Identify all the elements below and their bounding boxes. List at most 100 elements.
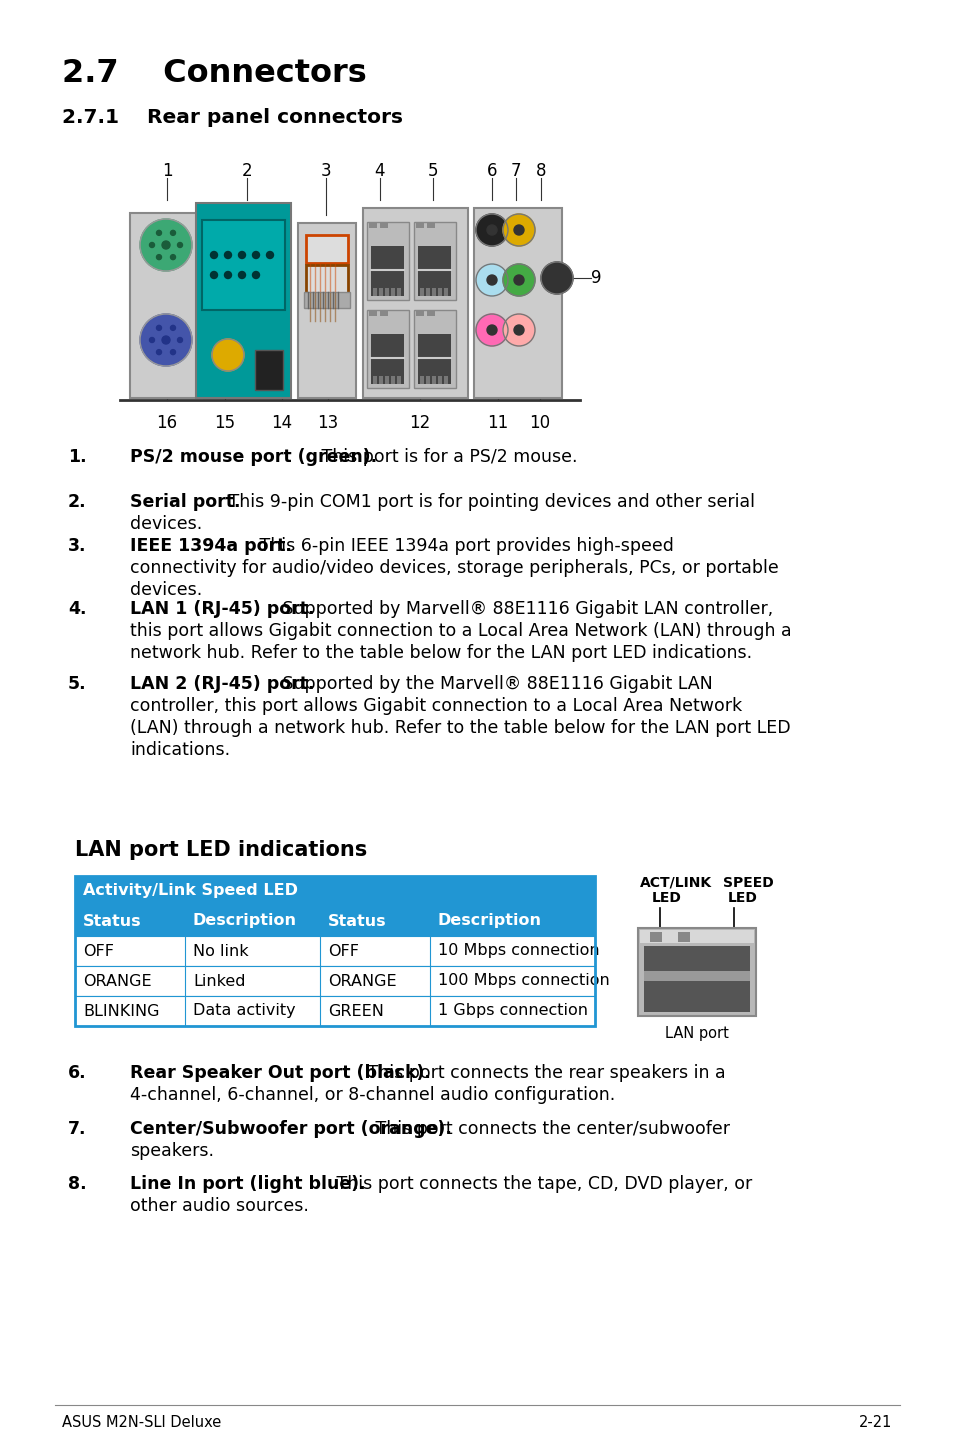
Circle shape: [224, 252, 232, 259]
Text: Status: Status: [83, 913, 141, 929]
Text: 12: 12: [409, 414, 430, 431]
Text: 1: 1: [161, 162, 172, 180]
Text: Description: Description: [437, 913, 541, 929]
Text: 6.: 6.: [68, 1064, 87, 1081]
Text: controller, this port allows Gigabit connection to a Local Area Network: controller, this port allows Gigabit con…: [130, 697, 741, 715]
Bar: [75, 876, 595, 906]
Circle shape: [486, 275, 497, 285]
Text: 15: 15: [214, 414, 235, 431]
Text: ASUS M2N-SLI Deluxe: ASUS M2N-SLI Deluxe: [62, 1415, 221, 1429]
Circle shape: [211, 272, 217, 279]
Text: devices.: devices.: [130, 515, 202, 533]
Text: ORANGE: ORANGE: [83, 974, 152, 988]
Text: connectivity for audio/video devices, storage peripherals, PCs, or portable: connectivity for audio/video devices, st…: [130, 559, 778, 577]
Text: 8.: 8.: [68, 1175, 87, 1194]
Bar: [75, 906, 595, 936]
Text: 4: 4: [375, 162, 385, 180]
Text: 1.: 1.: [68, 449, 87, 466]
Circle shape: [502, 265, 535, 296]
Text: 2-21: 2-21: [858, 1415, 891, 1429]
Text: speakers.: speakers.: [130, 1142, 213, 1160]
Circle shape: [502, 313, 535, 347]
Circle shape: [162, 242, 170, 249]
Text: Rear Speaker Out port (black).: Rear Speaker Out port (black).: [130, 1064, 431, 1081]
Bar: [371, 246, 403, 296]
Bar: [75, 997, 595, 1025]
Bar: [427, 223, 435, 229]
Text: 14: 14: [272, 414, 293, 431]
Circle shape: [177, 338, 182, 342]
Bar: [432, 375, 436, 384]
Text: 6: 6: [486, 162, 497, 180]
Text: 100 Mbps connection: 100 Mbps connection: [437, 974, 609, 988]
Bar: [432, 288, 436, 296]
Bar: [306, 234, 348, 263]
Bar: [414, 221, 456, 301]
Circle shape: [212, 339, 244, 371]
Circle shape: [476, 313, 507, 347]
Bar: [638, 928, 755, 1017]
Text: OFF: OFF: [83, 943, 113, 959]
Text: This port connects the center/subwoofer: This port connects the center/subwoofer: [370, 1120, 729, 1137]
Bar: [678, 932, 689, 942]
Circle shape: [514, 325, 523, 335]
Text: 2.: 2.: [68, 493, 87, 510]
Circle shape: [476, 265, 507, 296]
Bar: [474, 209, 561, 398]
Circle shape: [253, 252, 259, 259]
Text: LED: LED: [651, 892, 681, 905]
Bar: [373, 375, 376, 384]
Bar: [417, 334, 451, 384]
Bar: [75, 936, 595, 966]
Text: network hub. Refer to the table below for the LAN port LED indications.: network hub. Refer to the table below fo…: [130, 644, 751, 661]
Circle shape: [156, 255, 161, 260]
Circle shape: [177, 243, 182, 247]
Circle shape: [171, 230, 175, 236]
Circle shape: [156, 325, 161, 331]
Bar: [75, 966, 595, 997]
Text: No link: No link: [193, 943, 249, 959]
Circle shape: [171, 255, 175, 260]
Circle shape: [253, 272, 259, 279]
Text: LED: LED: [727, 892, 757, 905]
Bar: [391, 288, 395, 296]
Bar: [643, 946, 749, 1012]
Text: GREEN: GREEN: [328, 1004, 383, 1018]
Bar: [306, 265, 348, 293]
Circle shape: [540, 262, 573, 293]
Text: LAN port: LAN port: [664, 1025, 728, 1041]
Text: BLINKING: BLINKING: [83, 1004, 159, 1018]
Bar: [379, 311, 388, 316]
Bar: [419, 288, 423, 296]
Text: 1 Gbps connection: 1 Gbps connection: [437, 1004, 587, 1018]
Text: 4.: 4.: [68, 600, 87, 618]
Circle shape: [486, 325, 497, 335]
Text: 5: 5: [427, 162, 437, 180]
Text: 2.7.1    Rear panel connectors: 2.7.1 Rear panel connectors: [62, 108, 402, 127]
Bar: [367, 221, 409, 301]
Text: 8: 8: [536, 162, 546, 180]
Text: 5.: 5.: [68, 674, 87, 693]
Bar: [416, 223, 423, 229]
Text: 3: 3: [320, 162, 331, 180]
Circle shape: [140, 219, 192, 270]
Text: indications.: indications.: [130, 741, 230, 759]
Circle shape: [238, 272, 245, 279]
Text: 10 Mbps connection: 10 Mbps connection: [437, 943, 599, 959]
Text: (LAN) through a network hub. Refer to the table below for the LAN port LED: (LAN) through a network hub. Refer to th…: [130, 719, 790, 738]
Bar: [385, 288, 389, 296]
Text: 7: 7: [510, 162, 520, 180]
Text: LAN port LED indications: LAN port LED indications: [75, 840, 367, 860]
Bar: [378, 375, 382, 384]
Text: 16: 16: [156, 414, 177, 431]
Text: 7.: 7.: [68, 1120, 87, 1137]
Text: 3.: 3.: [68, 536, 87, 555]
Text: ORANGE: ORANGE: [328, 974, 396, 988]
Circle shape: [238, 252, 245, 259]
Text: This port is for a PS/2 mouse.: This port is for a PS/2 mouse.: [315, 449, 577, 466]
Text: This 6-pin IEEE 1394a port provides high-speed: This 6-pin IEEE 1394a port provides high…: [253, 536, 673, 555]
Circle shape: [171, 349, 175, 355]
Bar: [437, 375, 441, 384]
Bar: [297, 223, 355, 398]
Bar: [417, 246, 451, 296]
